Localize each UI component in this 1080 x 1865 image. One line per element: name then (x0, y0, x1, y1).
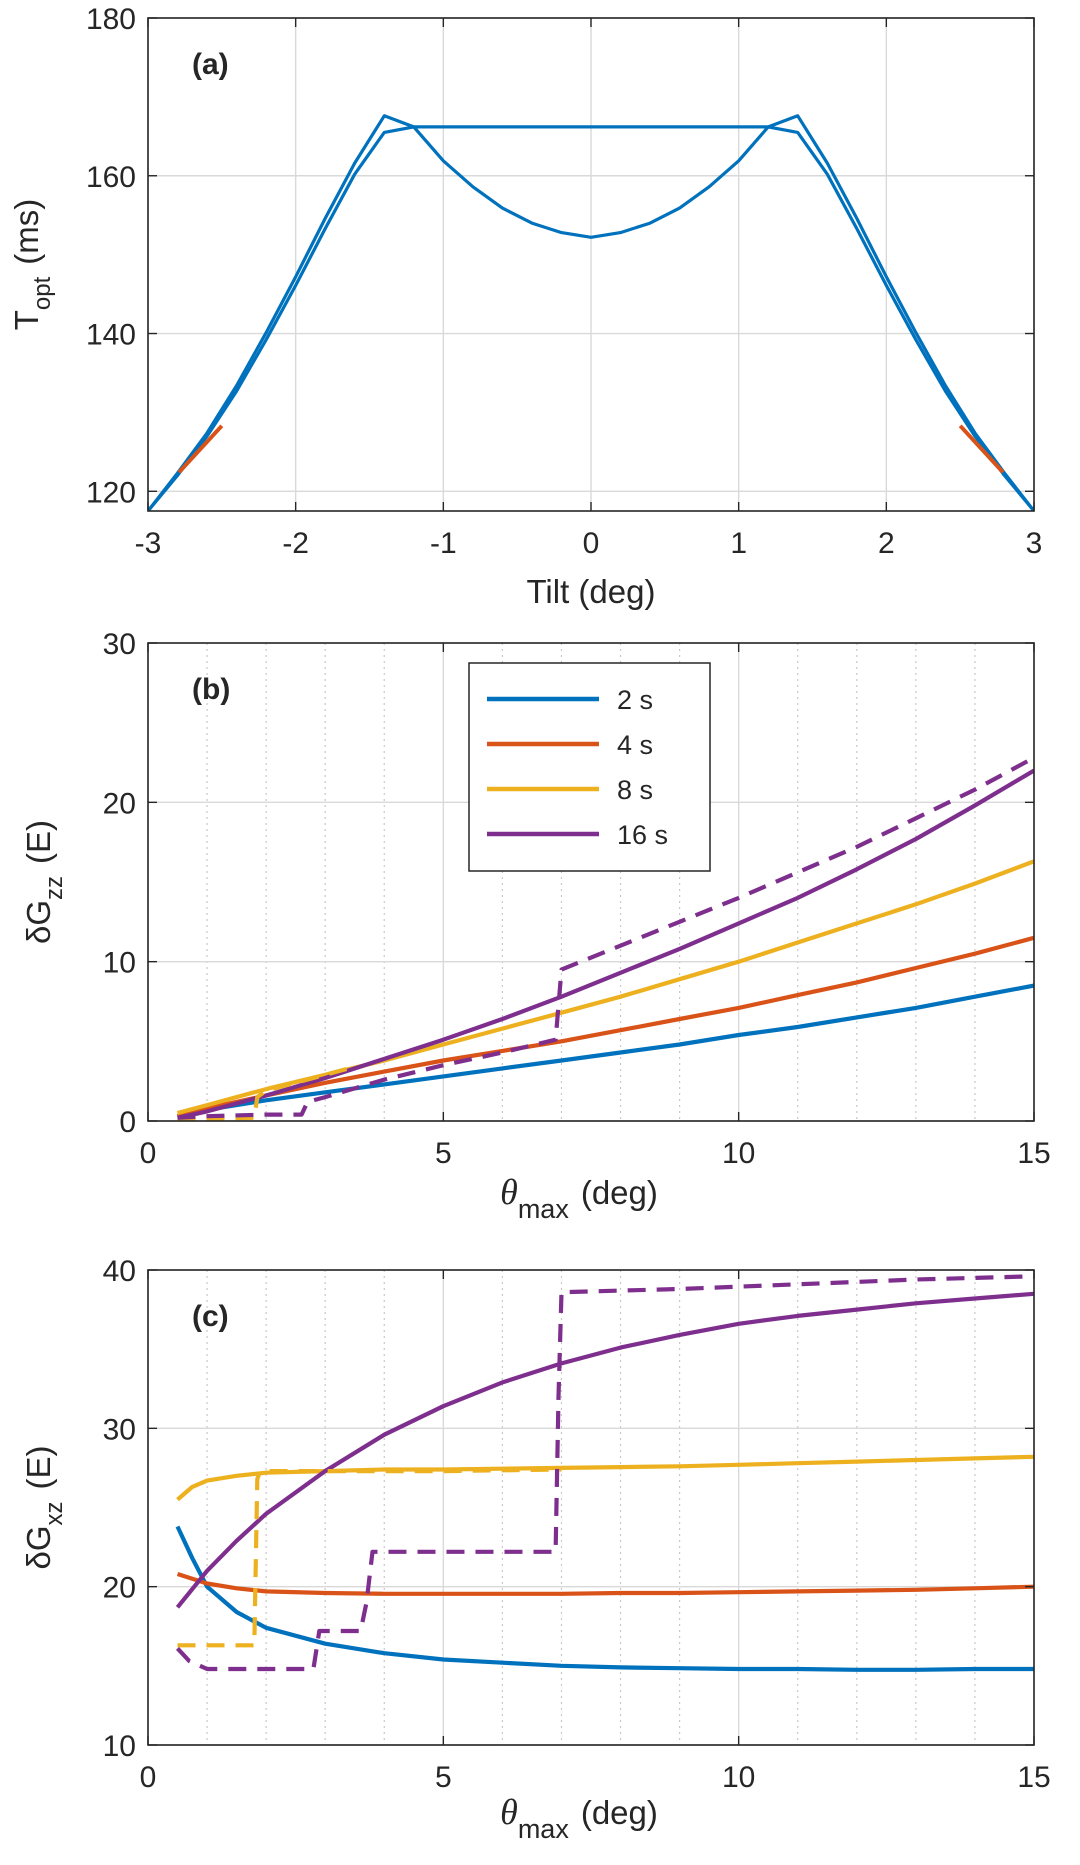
series-line-4-s (176, 1572, 1034, 1596)
x-axis-label: θmax (deg) (500, 1792, 658, 1844)
x-axis-symbol: θ (500, 1792, 518, 1832)
panel-c-gxz-vs-thetamax: 0 5 10 15 10 20 30 40 (c) θmax (deg) δGxz (E) (20, 1255, 1051, 1844)
y-axis-label: Topt (ms) (8, 199, 56, 331)
panel-tag: (c) (192, 1300, 229, 1333)
legend-label: 16 s (617, 820, 668, 850)
series-line-8-s-dashed (177, 1066, 350, 1121)
x-axis-label: θmax (deg) (500, 1172, 658, 1224)
x-tick-label: -3 (135, 527, 162, 560)
panel-tag: (b) (192, 673, 230, 706)
y-tick-label: 10 (103, 947, 136, 980)
y-axis-main: δG (20, 1525, 57, 1569)
panel-tag: (a) (192, 48, 229, 81)
y-axis-label: δGxz (E) (20, 1445, 68, 1569)
x-axis-subscript: max (518, 1194, 570, 1224)
series-group (176, 755, 1034, 1121)
series-line-highlight-right (958, 424, 1005, 474)
y-axis-subscript: zz (41, 876, 68, 900)
x-axis-subscript: max (518, 1814, 570, 1844)
y-axis-unit: (ms) (8, 199, 45, 265)
x-axis-unit: (deg) (581, 1174, 658, 1211)
y-tick-label: 0 (119, 1106, 136, 1139)
series-line-lower (148, 125, 1034, 511)
legend-label: 8 s (617, 775, 653, 805)
series-line-8-s (176, 1454, 1034, 1502)
x-tick-label: 0 (583, 527, 600, 560)
x-tick-label: 5 (435, 1137, 452, 1170)
y-axis-unit: (E) (20, 820, 57, 864)
x-axis-unit: (deg) (581, 1794, 658, 1831)
y-axis-main: δG (20, 900, 57, 944)
series-line-8-s-dashed (177, 1467, 562, 1648)
x-tick-label: 15 (1017, 1137, 1050, 1170)
y-axis-label: δGzz (E) (20, 820, 68, 944)
legend: 2 s 4 s 8 s 16 s (468, 662, 711, 872)
y-tick-label: 140 (86, 319, 136, 352)
x-axis-symbol: θ (500, 1172, 518, 1212)
x-tick-label: 10 (722, 1137, 755, 1170)
series-line-4-s (176, 935, 1034, 1119)
x-tick-label: 0 (140, 1137, 157, 1170)
series-line-2-s (175, 1525, 1034, 1672)
legend-box (468, 662, 711, 872)
series-line-16-s (175, 1291, 1034, 1609)
series-group (175, 1274, 1034, 1672)
x-tick-label: -2 (282, 527, 309, 560)
x-tick-label: 3 (1026, 527, 1043, 560)
x-tick-label: 15 (1017, 1761, 1050, 1794)
axes-box (147, 642, 1035, 1122)
y-tick-label: 180 (86, 3, 136, 36)
panel-a-tilt-vs-topt: -3 -2 -1 0 1 2 3 120 140 160 180 (a) Tilt (deg) Topt (… (8, 3, 1042, 610)
axes-box (147, 1269, 1035, 1746)
x-axis-label: Tilt (deg) (527, 573, 656, 610)
legend-label: 4 s (617, 730, 653, 760)
series-line-upper (148, 114, 1034, 511)
y-axis-unit: (E) (20, 1445, 57, 1489)
series-line-8-s (176, 859, 1034, 1116)
x-tick-label: 5 (435, 1761, 452, 1794)
x-tick-label: 1 (730, 527, 747, 560)
series-line-16-s (177, 768, 1034, 1120)
y-tick-label: 30 (103, 628, 136, 661)
y-tick-label: 160 (86, 161, 136, 194)
y-tick-label: 20 (103, 1572, 136, 1605)
y-axis-subscript: opt (29, 276, 56, 310)
y-tick-label: 10 (103, 1730, 136, 1763)
series-line-2-s (177, 983, 1034, 1119)
series-line-highlight-left (177, 424, 224, 474)
series-line-16-s-dashed (177, 755, 1034, 1120)
legend-label: 2 s (617, 685, 653, 715)
y-tick-label: 40 (103, 1255, 136, 1288)
x-tick-label: 10 (722, 1761, 755, 1794)
y-tick-label: 20 (103, 787, 136, 820)
y-tick-label: 120 (86, 476, 136, 509)
y-axis-main: T (8, 310, 45, 330)
y-axis-subscript: xz (41, 1501, 68, 1525)
x-tick-label: 0 (140, 1761, 157, 1794)
x-tick-label: -1 (430, 527, 457, 560)
y-tick-label: 30 (103, 1413, 136, 1446)
series-line-16-s-dashed (175, 1274, 1034, 1672)
series-group (148, 114, 1034, 511)
panel-b-gzz-vs-thetamax: 0 5 10 15 0 10 20 30 (b) θmax (deg) δGzz (E) 2 s 4 s 8 … (20, 628, 1051, 1224)
x-tick-label: 2 (878, 527, 895, 560)
